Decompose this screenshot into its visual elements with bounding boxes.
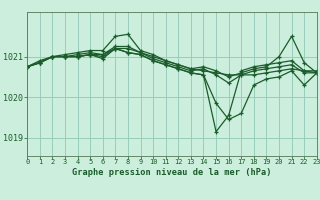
- X-axis label: Graphe pression niveau de la mer (hPa): Graphe pression niveau de la mer (hPa): [72, 168, 272, 177]
